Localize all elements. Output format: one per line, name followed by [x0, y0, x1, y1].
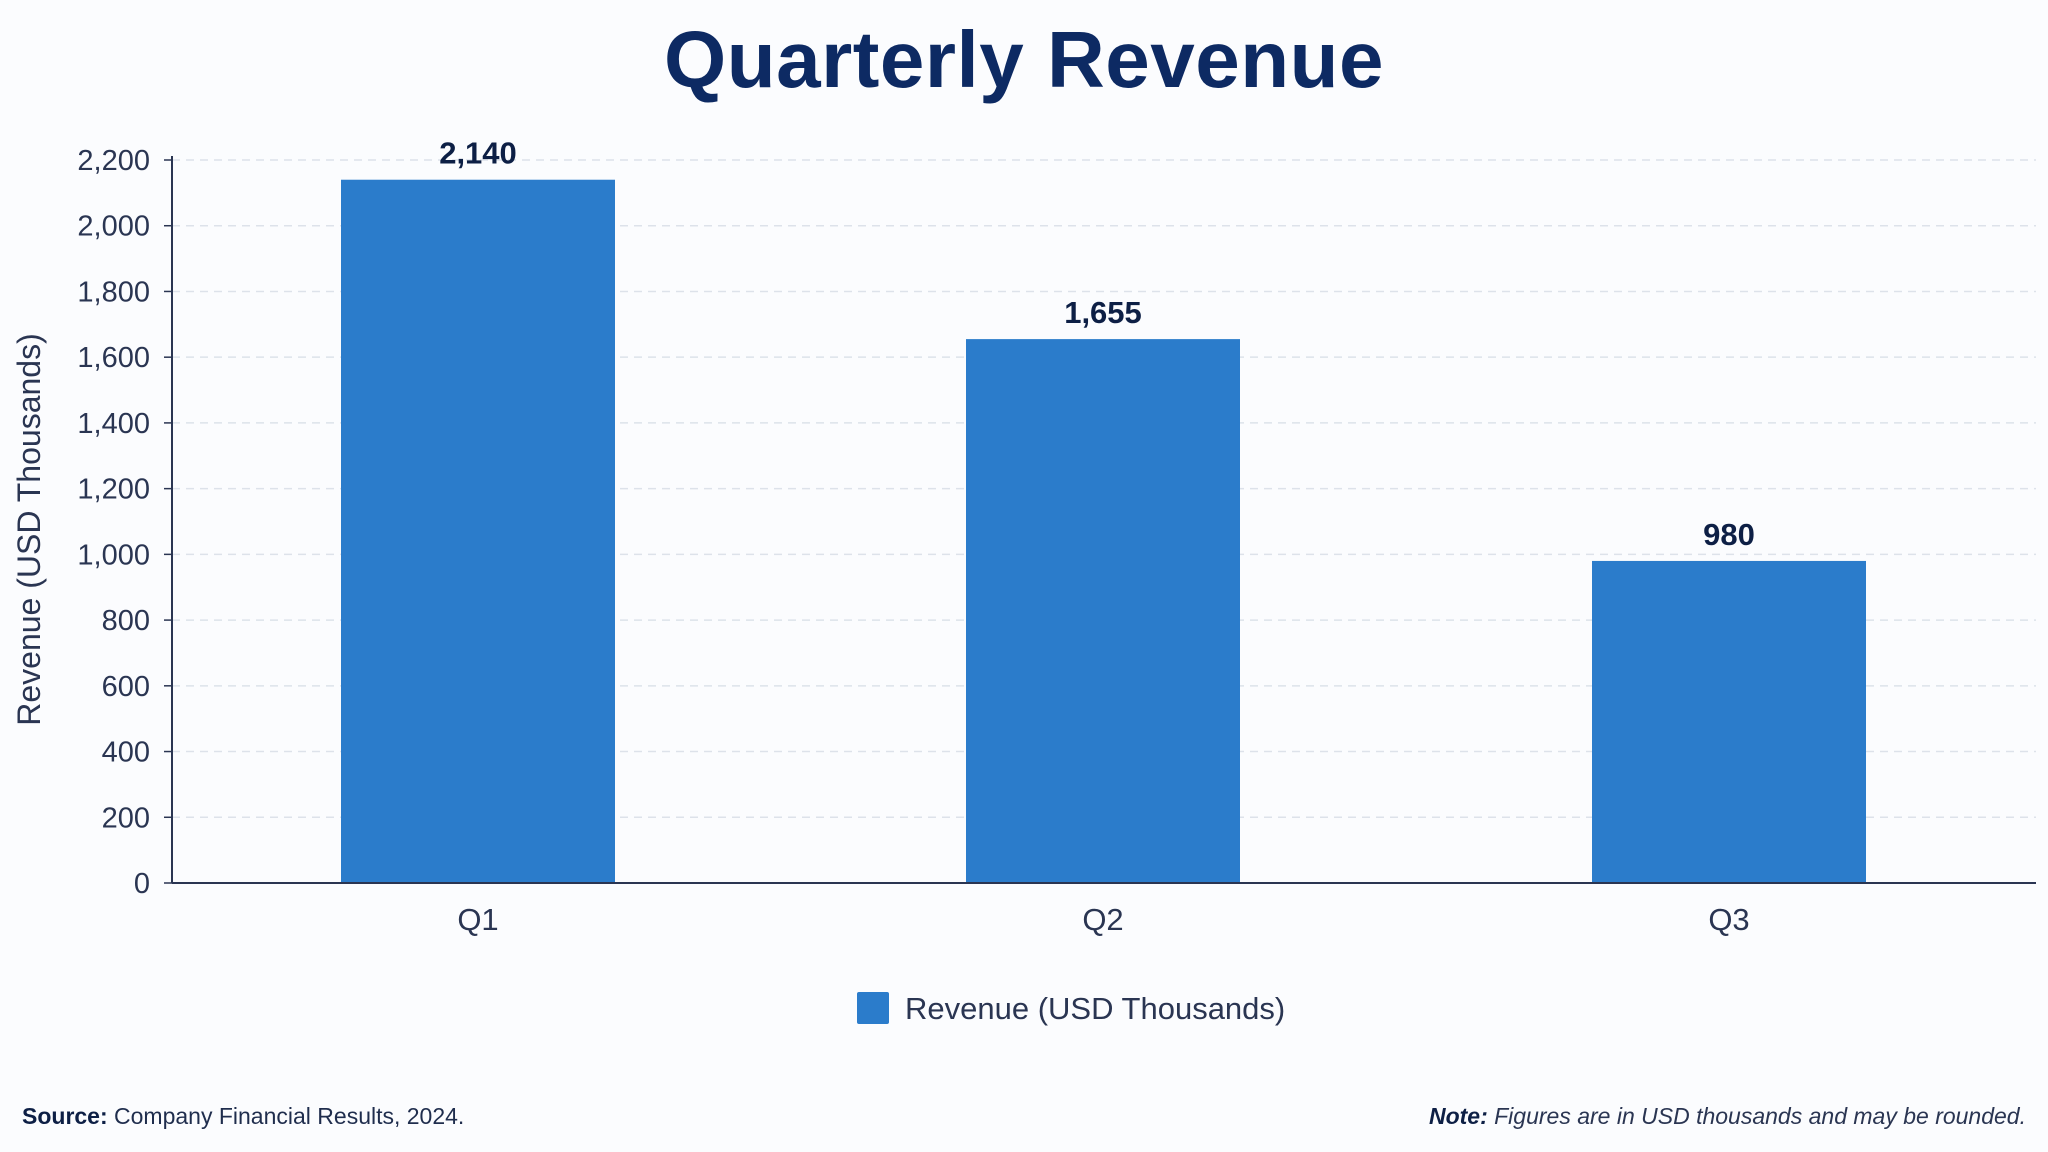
y-tick-label: 800 [102, 605, 150, 637]
y-tick-label: 2,000 [77, 211, 150, 243]
source-note: Source: Company Financial Results, 2024. [22, 1103, 464, 1130]
x-tick-label: Q3 [1708, 902, 1749, 937]
y-tick-label: 0 [134, 868, 150, 900]
bar-q3 [1592, 560, 1866, 883]
y-tick-label: 1,800 [77, 276, 150, 308]
chart-title: Quarterly Revenue [664, 15, 1384, 104]
y-tick-label: 1,200 [77, 474, 150, 506]
y-tick-label: 600 [102, 671, 150, 703]
note-label: Note: [1428, 1103, 1488, 1129]
legend-swatch [857, 992, 889, 1024]
x-tick-label: Q1 [457, 902, 498, 937]
data-label: 2,140 [439, 136, 517, 171]
footnote: Note: Figures are in USD thousands and m… [1429, 1103, 2026, 1130]
y-tick-label: 1,600 [77, 342, 150, 374]
data-label: 1,655 [1064, 295, 1142, 330]
y-axis-title: Revenue (USD Thousands) [11, 333, 47, 726]
source-text: Company Financial Results, 2024. [114, 1103, 465, 1129]
note-text: Figures are in USD thousands and may be … [1494, 1103, 2026, 1129]
y-tick-label: 400 [102, 737, 150, 769]
y-tick-label: 1,000 [77, 539, 150, 571]
legend-label: Revenue (USD Thousands) [905, 991, 1285, 1026]
source-label: Source: [22, 1103, 108, 1129]
y-tick-label: 200 [102, 802, 150, 834]
bar-q2 [966, 339, 1240, 883]
y-tick-label: 2,200 [77, 145, 150, 177]
x-tick-label: Q2 [1082, 902, 1123, 937]
data-label: 980 [1703, 517, 1755, 552]
bar-q1 [341, 179, 615, 883]
y-tick-label: 1,400 [77, 408, 150, 440]
